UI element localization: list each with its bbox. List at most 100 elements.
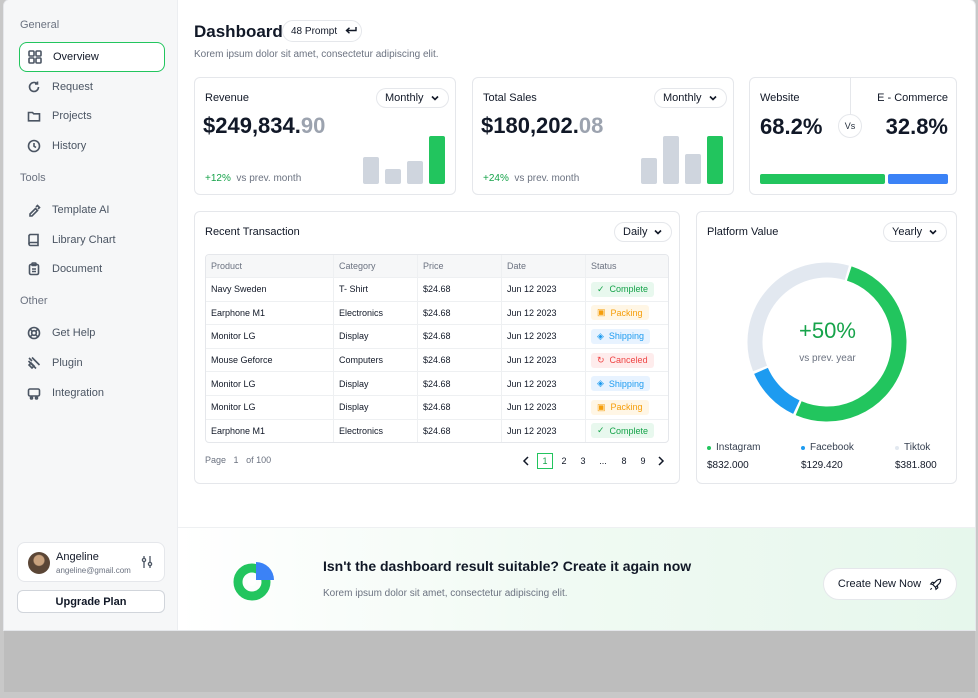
table-row[interactable]: Navy Sweden T- Shirt $24.68 Jun 12 2023 ✓ Com… <box>206 277 668 301</box>
avatar <box>28 552 50 574</box>
table-cell: $24.68 <box>417 301 501 325</box>
donut-segment <box>754 367 800 414</box>
sliders-icon[interactable] <box>140 555 154 569</box>
table-row[interactable]: Monitor LG Display $24.68 Jun 12 2023 ◈ Shipp… <box>206 324 668 348</box>
table-cell: Jun 12 2023 <box>501 325 585 348</box>
dropdown-value: Monthly <box>385 92 424 104</box>
table-cell: ▣ Packing <box>585 301 668 325</box>
website-vs-ecommerce-card: Website E - Commerce 68.2% Vs 32.8% <box>749 77 957 195</box>
chevron-down-icon <box>430 95 439 101</box>
status-badge: ✓ Complete <box>591 281 655 297</box>
page-button[interactable]: 2 <box>561 456 567 466</box>
prompt-chip[interactable]: 48 Prompt <box>282 20 362 42</box>
chevron-down-icon <box>654 229 663 235</box>
legend-label: Facebook <box>810 442 854 453</box>
column-header[interactable]: Product <box>211 261 243 271</box>
sidebar-item-template-ai[interactable]: Template AI <box>19 195 165 225</box>
sidebar-item-request[interactable]: Request <box>19 72 165 102</box>
status-icon: ▣ <box>597 307 606 318</box>
bar <box>641 158 657 184</box>
table-cell: Jun 12 2023 <box>501 372 585 395</box>
page-button[interactable]: 1 <box>537 453 553 469</box>
column-header[interactable]: Status <box>585 255 668 277</box>
page-button[interactable]: 9 <box>640 456 646 466</box>
period-dropdown[interactable]: Monthly <box>654 88 727 108</box>
user-card[interactable]: Angeline angeline@gmail.com <box>17 542 165 582</box>
clock-icon <box>27 139 41 153</box>
dropdown-value: Yearly <box>892 226 923 238</box>
period-dropdown[interactable]: Monthly <box>376 88 449 108</box>
sidebar-item-label: Request <box>52 81 93 93</box>
table-cell: Display <box>333 372 417 395</box>
banner-heading: Isn't the dashboard result suitable? Cre… <box>323 558 692 574</box>
sidebar-item-library-chart[interactable]: Library Chart <box>19 225 165 255</box>
sidebar-item-plugin[interactable]: Plugin <box>19 348 165 378</box>
table-cell: $24.68 <box>417 325 501 348</box>
status-text: Canceled <box>609 355 648 366</box>
table-cell: Monitor LG <box>211 402 256 413</box>
sales-card: Total Sales Monthly $180,202.08 +24% vs … <box>472 77 734 195</box>
legend-dot <box>895 445 899 450</box>
card-title: Platform Value <box>707 226 779 238</box>
period-dropdown[interactable]: Daily <box>614 222 673 242</box>
status-text: Complete <box>609 284 649 295</box>
page-ellipsis: ... <box>599 456 607 466</box>
platform-donut-chart <box>747 262 907 422</box>
chevron-down-icon <box>929 229 937 235</box>
donut-segment <box>795 266 907 422</box>
legend-facebook: Facebook <box>801 442 854 453</box>
table-row[interactable]: Earphone M1 Electronics $24.68 Jun 12 2023 ▣… <box>206 300 668 325</box>
regenerate-banner: Isn't the dashboard result suitable? Cre… <box>178 527 975 630</box>
recent-transaction-card: Recent Transaction Daily Product Categor… <box>194 211 680 484</box>
lifebuoy-icon <box>27 326 41 340</box>
table-cell: Monitor LG <box>211 378 256 389</box>
chevron-left-icon[interactable] <box>522 456 530 466</box>
sidebar-item-overview[interactable]: Overview <box>19 42 165 72</box>
page-total: of 100 <box>246 455 272 465</box>
table-cell: Electronics <box>333 419 417 443</box>
sidebar-item-label: Library Chart <box>52 234 116 246</box>
status-icon: ◈ <box>597 330 604 341</box>
create-new-now-button[interactable]: Create New Now <box>823 568 957 600</box>
chevron-down-icon <box>708 95 717 101</box>
sidebar-item-projects[interactable]: Projects <box>19 101 165 131</box>
sidebar-item-document[interactable]: Document <box>19 254 165 284</box>
table-row[interactable]: Monitor LG Display $24.68 Jun 12 2023 ▣ Packi… <box>206 394 668 419</box>
sidebar-item-get-help[interactable]: Get Help <box>19 318 165 348</box>
legend-instagram: Instagram <box>707 442 760 453</box>
sidebar-item-history[interactable]: History <box>19 131 165 161</box>
upgrade-plan-button[interactable]: Upgrade Plan <box>17 590 165 613</box>
refresh-icon <box>27 80 41 94</box>
bar <box>685 154 701 184</box>
status-icon: ✓ <box>597 425 605 436</box>
column-header[interactable]: Date <box>501 255 585 277</box>
website-progress <box>760 174 885 184</box>
revenue-card: Revenue Monthly $249,834.90 +12% vs prev… <box>194 77 456 195</box>
column-header[interactable]: Price <box>417 255 501 277</box>
prompt-count: 48 Prompt <box>291 25 338 37</box>
table-cell: Jun 12 2023 <box>501 301 585 325</box>
table-row[interactable]: Mouse Geforce Computers $24.68 Jun 12 2023 ↻… <box>206 347 668 372</box>
folder-icon <box>27 109 41 123</box>
status-badge: ✓ Complete <box>591 423 655 439</box>
growth-text: +12% vs prev. month <box>205 173 301 184</box>
revenue-value: $249,834.90 <box>203 113 325 139</box>
period-dropdown[interactable]: Yearly <box>883 222 948 242</box>
page-button[interactable]: 3 <box>580 456 586 466</box>
card-label: Total Sales <box>483 92 537 104</box>
value-decimal: 90 <box>300 113 326 138</box>
column-header[interactable]: Category <box>333 255 417 277</box>
table-row[interactable]: Monitor LG Display $24.68 Jun 12 2023 ◈ Shipp… <box>206 371 668 395</box>
page-info: Page 1 of 100 <box>205 455 271 465</box>
button-label: Create New Now <box>837 578 922 590</box>
table-row[interactable]: Earphone M1 Electronics $24.68 Jun 12 2023 ✓… <box>206 418 668 443</box>
ecommerce-label: E - Commerce <box>877 92 948 104</box>
sidebar-item-integration[interactable]: Integration <box>19 378 165 408</box>
status-text: Shipping <box>608 378 644 389</box>
table-cell: $24.68 <box>417 348 501 372</box>
chevron-right-icon[interactable] <box>657 456 665 466</box>
page-label: Page <box>205 455 227 465</box>
page-button[interactable]: 8 <box>621 456 627 466</box>
table-cell: $24.68 <box>417 419 501 443</box>
banner-subtext: Korem ipsum dolor sit amet, consectetur … <box>323 588 568 599</box>
